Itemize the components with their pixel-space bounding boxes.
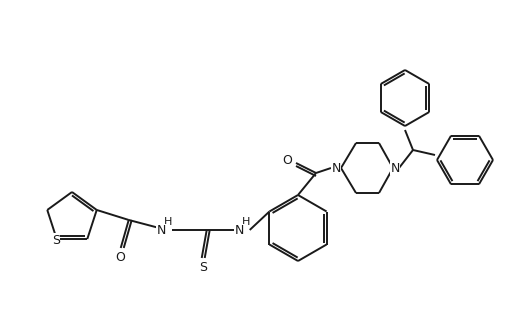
Text: N: N [157,224,167,238]
Text: O: O [282,155,292,167]
Text: H: H [242,217,250,227]
Text: N: N [235,224,244,238]
Text: S: S [199,262,207,274]
Text: O: O [115,251,125,265]
Text: N: N [331,162,341,174]
Text: S: S [52,234,60,246]
Text: N: N [390,162,400,174]
Text: H: H [163,217,172,227]
